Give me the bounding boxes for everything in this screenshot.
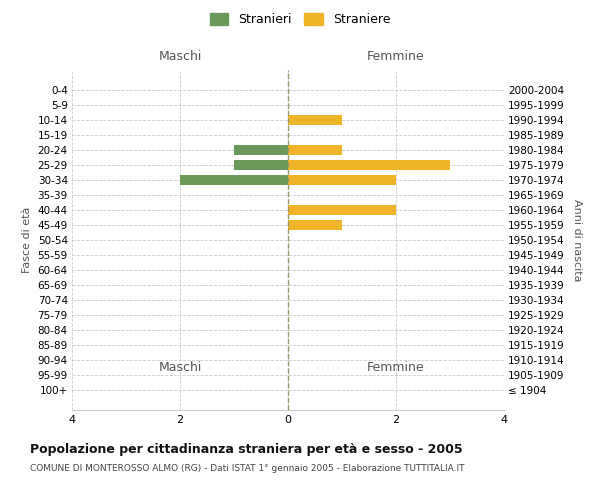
Bar [288, 205, 396, 215]
Legend: Stranieri, Straniere: Stranieri, Straniere [206, 8, 394, 30]
Bar [288, 146, 342, 155]
Text: COMUNE DI MONTEROSSO ALMO (RG) - Dati ISTAT 1° gennaio 2005 - Elaborazione TUTTI: COMUNE DI MONTEROSSO ALMO (RG) - Dati IS… [30, 464, 464, 473]
Text: Femmine: Femmine [367, 362, 425, 374]
Y-axis label: Anni di nascita: Anni di nascita [572, 198, 582, 281]
Bar [234, 146, 288, 155]
Bar [234, 160, 288, 170]
Text: Femmine: Femmine [367, 50, 425, 63]
Text: Maschi: Maschi [158, 362, 202, 374]
Bar [288, 176, 396, 185]
Bar [288, 116, 342, 125]
Y-axis label: Fasce di età: Fasce di età [22, 207, 32, 273]
Bar [180, 176, 288, 185]
Bar [288, 220, 342, 230]
Bar [288, 160, 450, 170]
Text: Maschi: Maschi [158, 50, 202, 63]
Text: Popolazione per cittadinanza straniera per età e sesso - 2005: Popolazione per cittadinanza straniera p… [30, 442, 463, 456]
